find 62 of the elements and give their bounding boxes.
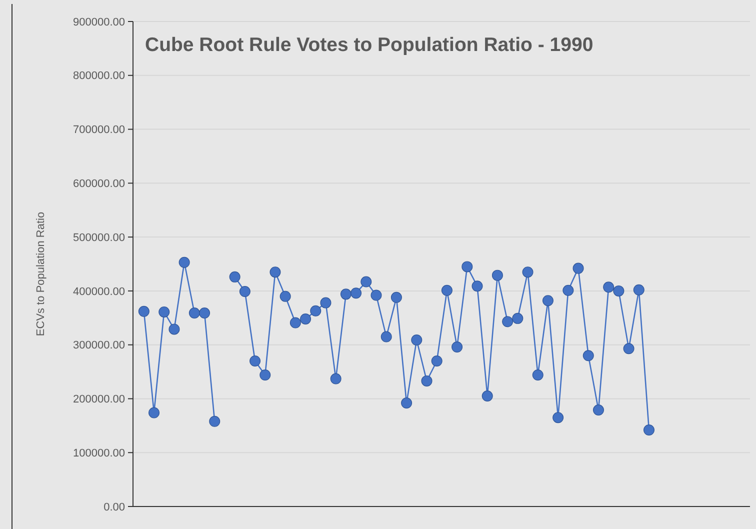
point — [390, 292, 402, 303]
point — [603, 282, 614, 293]
point — [472, 280, 483, 292]
point — [360, 276, 372, 288]
point — [199, 308, 210, 319]
point — [431, 356, 442, 366]
point — [229, 271, 240, 282]
point — [380, 331, 392, 342]
y-tick-label: 800000.00 — [73, 70, 125, 82]
y-axis-title: ECVs to Population Ratio — [35, 212, 47, 336]
point — [209, 416, 220, 427]
point — [582, 350, 594, 362]
point — [482, 390, 493, 402]
point — [340, 288, 352, 300]
point — [158, 306, 170, 318]
text: Cube Root Rule Votes to Population Ratio - 1990 — [145, 34, 594, 56]
point — [633, 284, 644, 296]
point — [300, 313, 312, 324]
point — [613, 285, 624, 296]
point — [350, 288, 362, 299]
point — [592, 404, 604, 416]
point — [401, 398, 412, 409]
y-tick-label: 200000.00 — [73, 394, 125, 406]
point — [522, 266, 534, 278]
point — [168, 324, 180, 335]
point — [260, 370, 271, 381]
point — [562, 284, 574, 296]
point — [502, 316, 514, 328]
point — [370, 290, 382, 301]
point — [421, 375, 432, 386]
point — [250, 356, 261, 366]
point — [280, 290, 291, 302]
point — [623, 343, 634, 354]
point — [643, 424, 654, 436]
point — [512, 312, 524, 324]
point — [441, 284, 452, 296]
y-tick-label: 700000.00 — [73, 124, 125, 136]
point — [532, 370, 544, 381]
point — [188, 308, 200, 319]
point — [148, 407, 160, 418]
point — [138, 306, 150, 317]
point — [178, 256, 190, 268]
point — [270, 266, 281, 278]
point — [492, 270, 503, 281]
point — [572, 262, 584, 274]
point — [239, 286, 250, 297]
y-tick-label: 300000.00 — [73, 340, 125, 352]
y-tick-label: 0.00 — [104, 501, 125, 514]
y-tick-label: 900000.00 — [73, 16, 125, 28]
point — [310, 305, 322, 316]
y-tick-label: 400000.00 — [73, 286, 125, 298]
point — [452, 341, 463, 352]
point — [542, 295, 554, 306]
y-tick-label: 500000.00 — [73, 232, 125, 244]
point — [462, 261, 473, 272]
point — [330, 373, 342, 384]
y-tick-label: 600000.00 — [73, 178, 125, 190]
point — [552, 412, 564, 424]
point — [320, 297, 332, 308]
y-tick-label: 100000.00 — [73, 447, 125, 460]
point — [290, 317, 301, 328]
point — [411, 334, 422, 346]
